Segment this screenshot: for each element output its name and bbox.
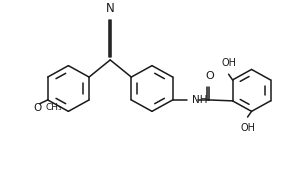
Text: NH: NH: [191, 95, 207, 105]
Text: O: O: [34, 103, 42, 113]
Text: O: O: [205, 71, 214, 81]
Text: N: N: [106, 2, 115, 15]
Text: OH: OH: [221, 58, 236, 69]
Text: OH: OH: [240, 123, 255, 133]
Text: CH₃: CH₃: [46, 103, 62, 112]
